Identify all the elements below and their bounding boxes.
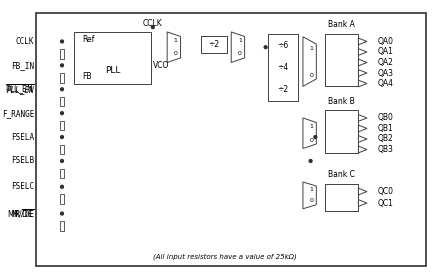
Circle shape: [60, 112, 64, 115]
Text: 0: 0: [310, 198, 314, 203]
Circle shape: [309, 160, 312, 162]
Text: FB: FB: [82, 72, 92, 81]
Text: 0: 0: [238, 52, 242, 57]
Circle shape: [60, 160, 64, 162]
Text: MR/DE: MR/DE: [11, 209, 34, 218]
Text: FSELA: FSELA: [11, 133, 34, 142]
Polygon shape: [359, 188, 367, 195]
Text: ÷2: ÷2: [209, 40, 219, 49]
Text: MR/$\overline{\mathrm{DE}}$: MR/$\overline{\mathrm{DE}}$: [7, 207, 34, 220]
Text: FB_IN: FB_IN: [11, 61, 34, 70]
Text: 1: 1: [238, 38, 242, 43]
Polygon shape: [359, 125, 367, 132]
Polygon shape: [359, 59, 367, 66]
Text: 0: 0: [174, 52, 178, 57]
Polygon shape: [359, 49, 367, 55]
Text: QA4: QA4: [378, 79, 394, 88]
Text: VCO: VCO: [153, 61, 169, 70]
Text: Bank C: Bank C: [328, 170, 355, 179]
Text: Bank A: Bank A: [328, 20, 355, 29]
FancyBboxPatch shape: [200, 36, 227, 53]
FancyBboxPatch shape: [60, 73, 64, 83]
Text: 1: 1: [310, 188, 314, 193]
Circle shape: [60, 40, 64, 43]
FancyBboxPatch shape: [60, 121, 64, 130]
Text: QC1: QC1: [378, 199, 394, 207]
Text: FSELB: FSELB: [11, 157, 34, 165]
Polygon shape: [359, 70, 367, 76]
Text: 1: 1: [310, 124, 314, 129]
Text: QB2: QB2: [378, 134, 393, 143]
FancyBboxPatch shape: [60, 221, 64, 231]
Polygon shape: [231, 32, 245, 63]
FancyBboxPatch shape: [60, 169, 64, 178]
FancyBboxPatch shape: [60, 145, 64, 154]
Text: QA0: QA0: [378, 37, 394, 46]
Text: Ref: Ref: [82, 35, 95, 44]
Polygon shape: [359, 115, 367, 121]
FancyBboxPatch shape: [267, 34, 298, 101]
Polygon shape: [359, 38, 367, 45]
Text: ÷2: ÷2: [277, 85, 289, 94]
Circle shape: [60, 88, 64, 91]
Circle shape: [60, 64, 64, 67]
Text: CCLK: CCLK: [143, 19, 163, 27]
Polygon shape: [167, 32, 181, 63]
Text: PLL_EN: PLL_EN: [6, 85, 34, 94]
Polygon shape: [359, 146, 367, 153]
Circle shape: [60, 136, 64, 138]
Text: 1: 1: [310, 46, 314, 51]
FancyBboxPatch shape: [325, 110, 359, 153]
Polygon shape: [359, 200, 367, 206]
Text: QA1: QA1: [378, 47, 394, 57]
Text: 0: 0: [310, 137, 314, 142]
Text: CCLK: CCLK: [16, 37, 34, 46]
Polygon shape: [303, 37, 316, 86]
Text: QC0: QC0: [378, 187, 394, 196]
Text: $\overline{\mathrm{PLL\_EN}}$: $\overline{\mathrm{PLL\_EN}}$: [5, 82, 34, 96]
FancyBboxPatch shape: [325, 34, 359, 86]
Circle shape: [264, 46, 267, 49]
Text: QB0: QB0: [378, 114, 394, 122]
Circle shape: [60, 185, 64, 188]
Polygon shape: [359, 80, 367, 87]
Polygon shape: [359, 136, 367, 142]
FancyBboxPatch shape: [74, 32, 151, 84]
Polygon shape: [303, 182, 316, 209]
Text: (All input resistors have a value of 25kΩ): (All input resistors have a value of 25k…: [152, 253, 296, 260]
Text: QB1: QB1: [378, 124, 393, 133]
Circle shape: [314, 136, 317, 138]
Text: FSELC: FSELC: [11, 182, 34, 191]
Text: QB3: QB3: [378, 145, 394, 154]
Text: ÷4: ÷4: [277, 63, 289, 72]
Text: PLL: PLL: [105, 66, 121, 75]
Text: Bank B: Bank B: [328, 96, 355, 106]
FancyBboxPatch shape: [36, 13, 426, 266]
FancyBboxPatch shape: [325, 184, 359, 211]
Circle shape: [60, 212, 64, 215]
FancyBboxPatch shape: [60, 97, 64, 106]
FancyBboxPatch shape: [60, 194, 64, 204]
Text: QA3: QA3: [378, 68, 394, 78]
FancyBboxPatch shape: [60, 49, 64, 59]
Text: QA2: QA2: [378, 58, 394, 67]
Text: 1: 1: [174, 38, 178, 43]
Polygon shape: [303, 118, 316, 148]
Text: 0: 0: [310, 73, 314, 78]
Circle shape: [151, 26, 154, 29]
Text: ÷6: ÷6: [277, 41, 289, 50]
Text: F_RANGE: F_RANGE: [2, 109, 34, 118]
